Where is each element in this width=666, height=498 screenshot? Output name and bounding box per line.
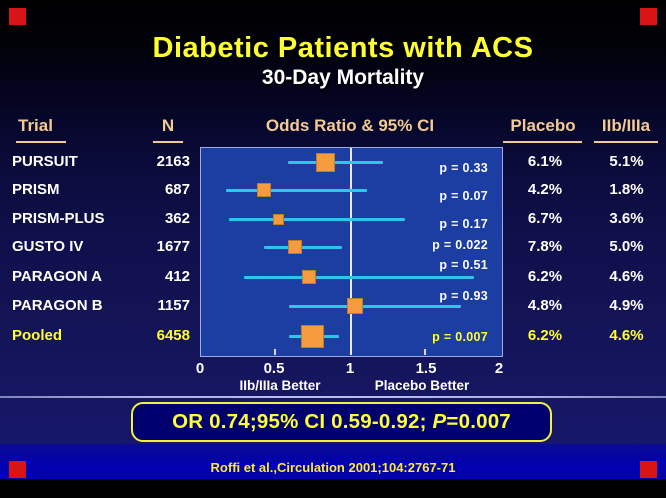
or-marker bbox=[302, 270, 317, 284]
column-header-placebo: Placebo bbox=[510, 116, 576, 135]
p-value-label: p = 0.07 bbox=[439, 189, 488, 203]
ci-line bbox=[243, 276, 475, 279]
trial-label: Pooled bbox=[12, 327, 63, 344]
trial-label: PURSUIT bbox=[12, 153, 78, 170]
underline-trial bbox=[16, 141, 66, 143]
corner-marker-top-left bbox=[9, 8, 26, 25]
trial-n-value: 1677 bbox=[156, 238, 190, 255]
axis-label-1-5: 1.5 bbox=[415, 360, 437, 377]
trial-n-value: 6458 bbox=[156, 327, 190, 344]
iibiiia-rate-value: 5.1% bbox=[609, 153, 644, 170]
underline-n bbox=[153, 141, 183, 143]
ci-line bbox=[228, 218, 405, 221]
horizontal-divider bbox=[0, 396, 666, 398]
summary-p-symbol: P bbox=[432, 410, 447, 433]
p-value-label: p = 0.007 bbox=[432, 330, 488, 344]
tick-1-5 bbox=[424, 349, 426, 355]
or-marker bbox=[316, 152, 336, 172]
or-marker bbox=[288, 240, 303, 254]
summary-or-right: =0.007 bbox=[446, 410, 511, 433]
p-value-label: p = 0.33 bbox=[439, 161, 488, 175]
reference-line-or-1 bbox=[350, 148, 352, 355]
summary-or-text: OR 0.74;95% CI 0.59-0.92; P=0.007 bbox=[133, 404, 550, 439]
bottom-black-strip bbox=[0, 479, 666, 498]
iibiiia-rate-value: 3.6% bbox=[609, 210, 644, 227]
page-title: Diabetic Patients with ACS bbox=[152, 32, 534, 64]
iibiiia-rate-value: 4.9% bbox=[609, 297, 644, 314]
column-header-trial: Trial bbox=[18, 116, 53, 135]
or-marker bbox=[256, 183, 271, 197]
placebo-rate-value: 6.1% bbox=[527, 153, 563, 170]
ci-line bbox=[263, 246, 343, 249]
p-value-label: p = 0.17 bbox=[439, 217, 488, 231]
trial-n-value: 2163 bbox=[156, 153, 190, 170]
iibiiia-rate-value: 5.0% bbox=[609, 238, 644, 255]
page-subtitle: 30-Day Mortality bbox=[261, 66, 425, 89]
column-header-n: N bbox=[161, 116, 175, 135]
placebo-rate-value: 6.2% bbox=[527, 327, 563, 344]
trial-n-value: 1157 bbox=[157, 297, 190, 314]
axis-label-0: 0 bbox=[195, 360, 205, 377]
placebo-rate-value: 6.7% bbox=[527, 210, 563, 227]
trial-n-value: 687 bbox=[164, 181, 190, 198]
summary-or-box: OR 0.74;95% CI 0.59-0.92; P=0.007 bbox=[131, 402, 552, 442]
placebo-rate-value: 7.8% bbox=[527, 238, 563, 255]
label-iibiiia-better: IIb/IIIa Better bbox=[239, 378, 321, 393]
citation-band bbox=[0, 444, 666, 480]
corner-marker-bottom-right bbox=[640, 461, 657, 478]
trial-label: PARAGON A bbox=[12, 268, 102, 285]
or-marker bbox=[300, 324, 324, 348]
trial-label: PRISM-PLUS bbox=[12, 210, 105, 227]
tick-0-5 bbox=[274, 349, 276, 355]
placebo-rate-value: 4.2% bbox=[527, 181, 563, 198]
ci-line bbox=[225, 189, 367, 192]
citation: Roffi et al.,Circulation 2001;104:2767-7… bbox=[210, 460, 456, 475]
trial-label: PRISM bbox=[12, 181, 60, 198]
iibiiia-rate-value: 4.6% bbox=[609, 268, 644, 285]
or-marker bbox=[346, 298, 363, 314]
underline-iibiiia bbox=[594, 141, 658, 143]
or-marker bbox=[273, 213, 285, 225]
iibiiia-rate-value: 4.6% bbox=[609, 327, 644, 344]
column-header-iibiiia: IIb/IIIa bbox=[601, 116, 651, 135]
axis-label-1: 1 bbox=[345, 360, 355, 377]
corner-marker-bottom-left bbox=[9, 461, 26, 478]
trial-n-value: 412 bbox=[164, 268, 190, 285]
p-value-label: p = 0.51 bbox=[439, 258, 488, 272]
placebo-rate-value: 4.8% bbox=[527, 297, 563, 314]
summary-or-left: OR 0.74;95% CI 0.59-0.92; bbox=[172, 410, 433, 433]
iibiiia-rate-value: 1.8% bbox=[609, 181, 644, 198]
trial-label: PARAGON B bbox=[12, 297, 103, 314]
underline-placebo bbox=[503, 141, 582, 143]
trial-n-value: 362 bbox=[164, 210, 190, 227]
forest-plot-area bbox=[200, 147, 503, 357]
p-value-label: p = 0.93 bbox=[439, 289, 488, 303]
ci-line bbox=[287, 161, 384, 164]
p-value-label: p = 0.022 bbox=[432, 238, 488, 252]
corner-marker-top-right bbox=[640, 8, 657, 25]
column-header-odds-ratio: Odds Ratio & 95% CI bbox=[265, 116, 435, 135]
axis-label-0-5: 0.5 bbox=[263, 360, 285, 377]
label-placebo-better: Placebo Better bbox=[374, 378, 470, 393]
ci-line bbox=[289, 305, 461, 308]
placebo-rate-value: 6.2% bbox=[527, 268, 563, 285]
axis-label-2: 2 bbox=[494, 360, 504, 377]
trial-label: GUSTO IV bbox=[12, 238, 84, 255]
